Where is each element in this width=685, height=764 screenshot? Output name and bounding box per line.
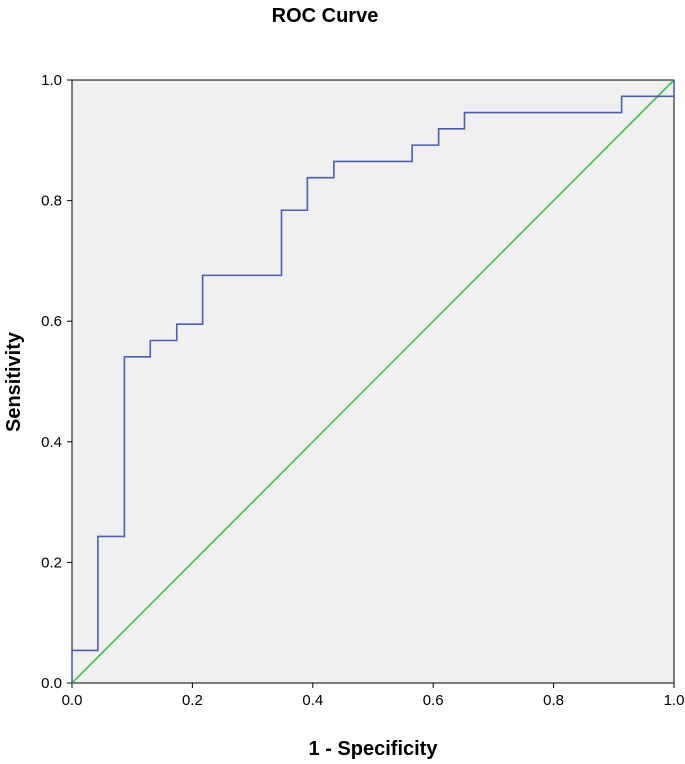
y-tick-label: 0.0 — [41, 675, 62, 692]
x-tick-label: 0.6 — [423, 692, 444, 709]
y-axis-title: Sensitivity — [3, 331, 25, 432]
x-tick-label: 0.8 — [543, 692, 564, 709]
y-tick-label: 0.6 — [41, 313, 62, 330]
reference-diagonal-line — [71, 79, 675, 684]
x-tick-label: 0.4 — [302, 692, 323, 709]
y-tick-label: 0.4 — [41, 434, 62, 451]
y-tick-label: 1.0 — [41, 72, 62, 89]
x-axis: 0.0 0.2 0.4 0.6 0.8 1.0 — [62, 683, 685, 709]
x-tick-label: 0.0 — [62, 692, 83, 709]
series-layer — [71, 79, 675, 684]
y-axis: 0.0 0.2 0.4 0.6 0.8 1.0 — [41, 72, 72, 692]
chart-title: ROC Curve — [272, 5, 379, 27]
y-tick-label: 0.8 — [41, 193, 62, 210]
x-axis-title: 1 - Specificity — [309, 738, 439, 760]
x-tick-label: 1.0 — [664, 692, 685, 709]
roc-curve-line — [71, 80, 675, 683]
x-tick-label: 0.2 — [182, 692, 203, 709]
y-tick-label: 0.2 — [41, 554, 62, 571]
